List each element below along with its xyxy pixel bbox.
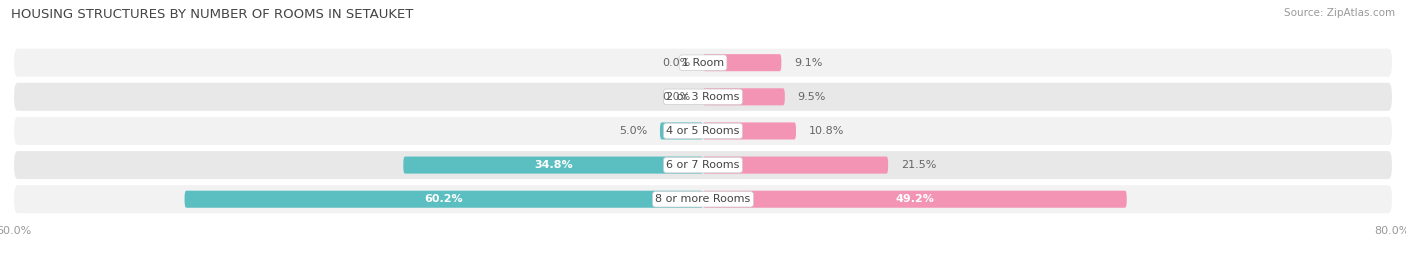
FancyBboxPatch shape	[14, 83, 1392, 111]
FancyBboxPatch shape	[14, 185, 1392, 213]
FancyBboxPatch shape	[659, 122, 703, 140]
FancyBboxPatch shape	[14, 151, 1392, 179]
Text: 8 or more Rooms: 8 or more Rooms	[655, 194, 751, 204]
FancyBboxPatch shape	[703, 157, 889, 174]
Text: 6 or 7 Rooms: 6 or 7 Rooms	[666, 160, 740, 170]
Text: 2 or 3 Rooms: 2 or 3 Rooms	[666, 92, 740, 102]
FancyBboxPatch shape	[703, 88, 785, 105]
Text: 9.1%: 9.1%	[794, 58, 823, 68]
Text: 21.5%: 21.5%	[901, 160, 936, 170]
Text: 9.5%: 9.5%	[797, 92, 827, 102]
Text: 5.0%: 5.0%	[619, 126, 647, 136]
Text: HOUSING STRUCTURES BY NUMBER OF ROOMS IN SETAUKET: HOUSING STRUCTURES BY NUMBER OF ROOMS IN…	[11, 8, 413, 21]
Text: 34.8%: 34.8%	[534, 160, 572, 170]
FancyBboxPatch shape	[404, 157, 703, 174]
FancyBboxPatch shape	[703, 122, 796, 140]
Text: 0.0%: 0.0%	[662, 58, 690, 68]
Text: 49.2%: 49.2%	[896, 194, 934, 204]
FancyBboxPatch shape	[703, 191, 1126, 208]
FancyBboxPatch shape	[14, 49, 1392, 77]
Text: 0.0%: 0.0%	[662, 92, 690, 102]
Text: 4 or 5 Rooms: 4 or 5 Rooms	[666, 126, 740, 136]
FancyBboxPatch shape	[703, 54, 782, 71]
Text: 60.2%: 60.2%	[425, 194, 463, 204]
Text: 1 Room: 1 Room	[682, 58, 724, 68]
FancyBboxPatch shape	[14, 117, 1392, 145]
FancyBboxPatch shape	[184, 191, 703, 208]
Text: 10.8%: 10.8%	[808, 126, 844, 136]
Text: Source: ZipAtlas.com: Source: ZipAtlas.com	[1284, 8, 1395, 18]
